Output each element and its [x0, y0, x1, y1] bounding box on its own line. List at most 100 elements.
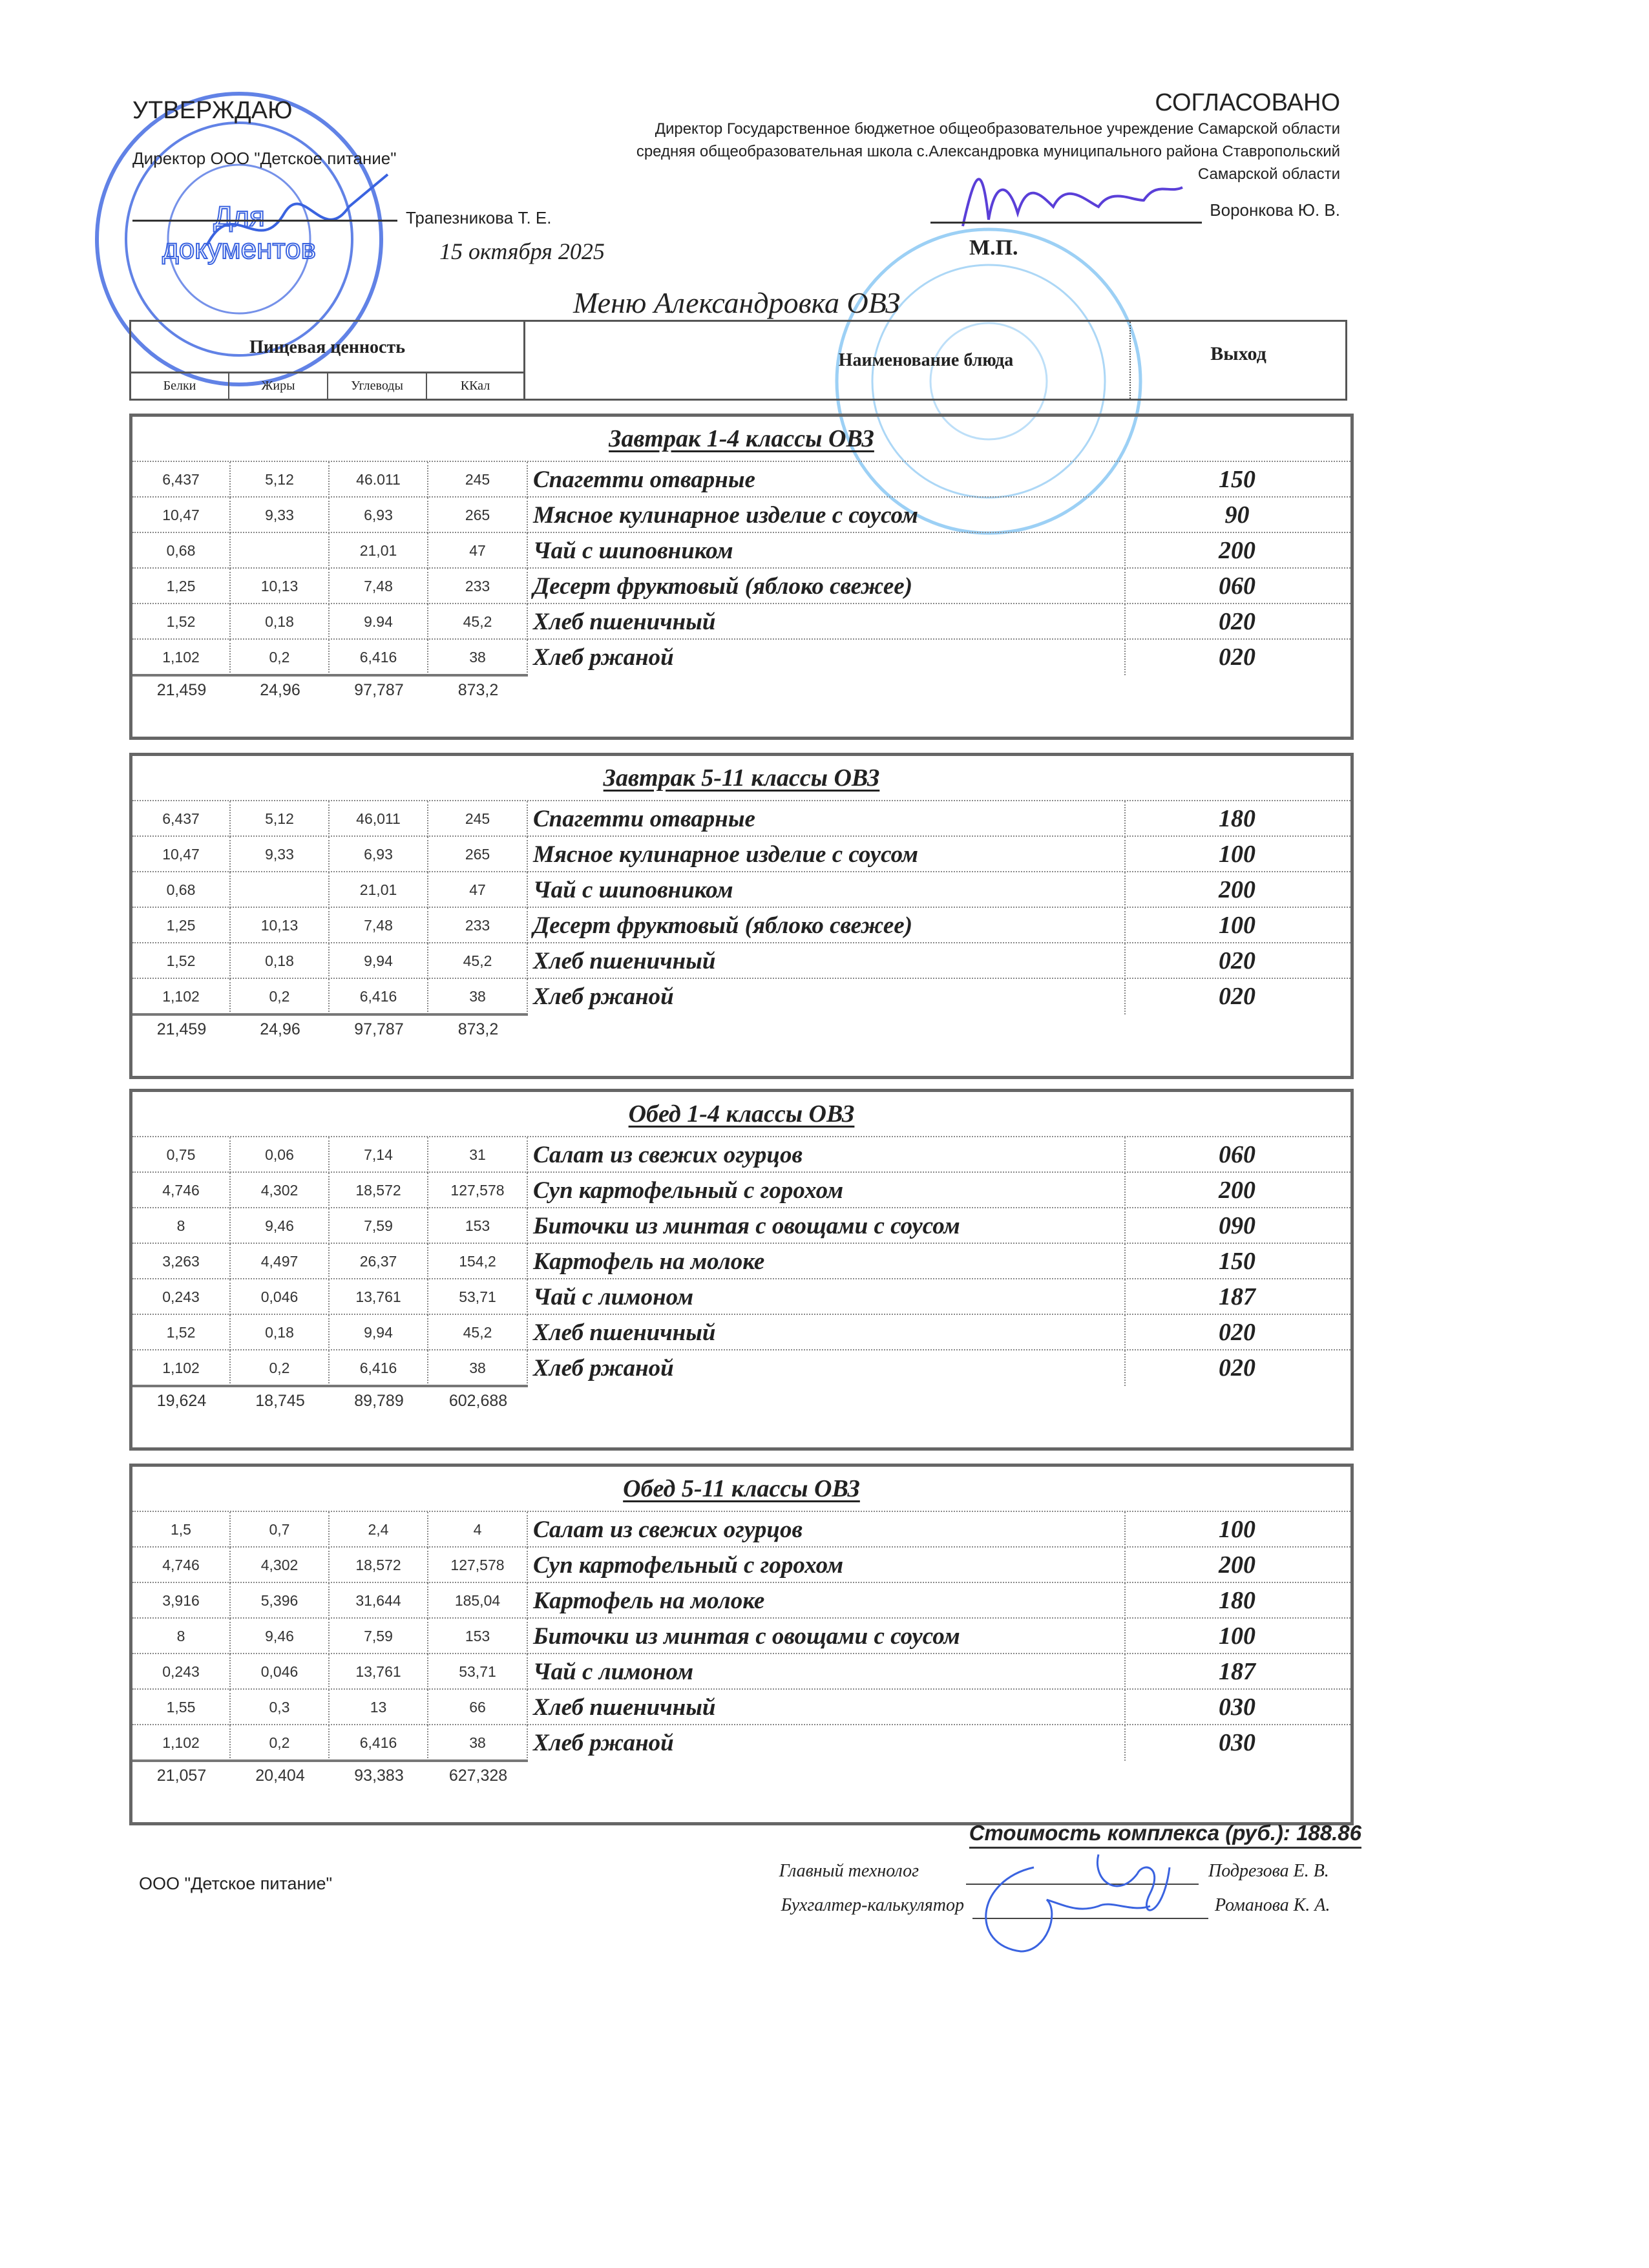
cell-carbs: 13,761 — [330, 1654, 428, 1690]
cell-protein: 0,75 — [132, 1137, 231, 1173]
cell-kcal: 233 — [428, 908, 528, 943]
cell-dish: Хлеб ржаной — [528, 1350, 1126, 1386]
cell-protein: 6,437 — [132, 801, 231, 837]
signer-name-technologist: Подрезова Е. В. — [1208, 1861, 1329, 1881]
nutrition-header: Пищевая ценность — [131, 322, 525, 373]
cell-kcal: 38 — [428, 979, 528, 1014]
cell-dish: Биточки из минтая с овощами с соусом — [528, 1619, 1126, 1654]
cell-carbs: 9.94 — [330, 604, 428, 640]
cell-kcal: 245 — [428, 462, 528, 498]
total-fat: 18,745 — [255, 1392, 305, 1410]
cell-fat: 5,396 — [231, 1583, 330, 1619]
cell-carbs: 7,48 — [330, 569, 428, 604]
cell-carbs: 31,644 — [330, 1583, 428, 1619]
cell-protein: 1,5 — [132, 1512, 231, 1548]
cell-fat: 0,2 — [231, 1725, 330, 1761]
cell-kcal: 47 — [428, 533, 528, 569]
table-row: 3,916 5,396 31,644 185,04 Картофель на молок… — [132, 1582, 1350, 1619]
cell-carbs: 13 — [330, 1690, 428, 1725]
col-header-output: Выход — [1129, 322, 1346, 399]
total-fat: 24,96 — [260, 1020, 300, 1038]
cell-kcal: 245 — [428, 801, 528, 837]
cell-output: 187 — [1219, 1283, 1255, 1310]
cell-output: 187 — [1219, 1658, 1255, 1685]
table-row: 1,52 0,18 9,94 45,2 Хлеб пшеничный 020 — [132, 1314, 1350, 1350]
cell-output: 020 — [1219, 947, 1255, 974]
cell-output: 100 — [1219, 912, 1255, 939]
cell-carbs: 7,59 — [330, 1619, 428, 1654]
table-row: 4,746 4,302 18,572 127,578 Суп картофельный … — [132, 1546, 1350, 1583]
cell-protein: 1,25 — [132, 569, 231, 604]
total-protein: 21,057 — [156, 1767, 207, 1785]
total-protein: 21,459 — [156, 681, 207, 699]
cell-dish: Хлеб пшеничный — [528, 943, 1126, 979]
cell-output: 100 — [1219, 1516, 1255, 1543]
cell-protein: 6,437 — [132, 462, 231, 498]
table-row: 0,243 0,046 13,761 53,71 Чай с лимоном 187 — [132, 1278, 1350, 1315]
cell-dish: Мясное кулинарное изделие с соусом — [528, 498, 1126, 533]
cell-kcal: 185,04 — [428, 1583, 528, 1619]
cell-kcal: 53,71 — [428, 1279, 528, 1315]
cell-fat: 0,2 — [231, 979, 330, 1014]
cell-carbs: 6,416 — [330, 640, 428, 675]
totals-row: 21,459 24,96 97,787 873,2 — [132, 674, 528, 709]
cell-protein: 1,102 — [132, 979, 231, 1014]
cell-carbs: 6,416 — [330, 1350, 428, 1386]
cell-fat: 4,302 — [231, 1548, 330, 1583]
cell-dish: Салат из свежих огурцов — [528, 1137, 1126, 1173]
signer-name-accountant: Романова К. А. — [1215, 1895, 1330, 1915]
cell-output: 020 — [1219, 1354, 1255, 1381]
cell-dish: Чай с шиповником — [528, 872, 1126, 908]
section-title: Завтрак 5-11 классы ОВЗ — [132, 764, 1350, 792]
cell-protein: 1,52 — [132, 943, 231, 979]
cell-fat: 10,13 — [231, 908, 330, 943]
cell-fat: 0,18 — [231, 943, 330, 979]
cell-protein: 8 — [132, 1208, 231, 1244]
cell-protein: 0,68 — [132, 533, 231, 569]
cell-fat: 9,46 — [231, 1208, 330, 1244]
signature-line — [966, 1884, 1199, 1885]
approval-name: Трапезникова Т. Е. — [406, 208, 552, 227]
company-name: ООО "Детское питание" — [139, 1874, 333, 1893]
table-row: 1,102 0,2 6,416 38 Хлеб ржаной 020 — [132, 978, 1350, 1014]
total-kcal: 627,328 — [448, 1767, 508, 1785]
cell-fat: 5,12 — [231, 801, 330, 837]
section-title: Обед 5-11 классы ОВЗ — [132, 1475, 1350, 1503]
cell-protein: 1,25 — [132, 908, 231, 943]
table-row: 1,5 0,7 2,4 4 Салат из свежих огурцов 100 — [132, 1511, 1350, 1548]
section-title: Завтрак 1-4 классы ОВЗ — [132, 425, 1350, 453]
menu-section: Завтрак 1-4 классы ОВЗ 6,437 5,12 46.011 245… — [129, 414, 1354, 740]
total-protein: 21,459 — [156, 1020, 207, 1038]
cell-carbs: 7,59 — [330, 1208, 428, 1244]
cell-kcal: 153 — [428, 1619, 528, 1654]
cell-output: 060 — [1219, 572, 1255, 600]
cell-dish: Картофель на молоке — [528, 1244, 1126, 1279]
cell-kcal: 127,578 — [428, 1173, 528, 1208]
cell-dish: Хлеб ржаной — [528, 640, 1126, 675]
cell-output: 180 — [1219, 805, 1255, 832]
cell-kcal: 45,2 — [428, 943, 528, 979]
cell-carbs: 26,37 — [330, 1244, 428, 1279]
total-carbs: 97,787 — [354, 1020, 404, 1038]
cell-fat: 0,7 — [231, 1512, 330, 1548]
cell-fat: 5,12 — [231, 462, 330, 498]
col-header-carbs: Углеводы — [328, 373, 427, 399]
cell-fat: 9,33 — [231, 498, 330, 533]
cell-carbs: 46.011 — [330, 462, 428, 498]
cell-carbs: 13,761 — [330, 1279, 428, 1315]
cell-output: 200 — [1219, 537, 1255, 564]
cell-dish: Чай с шиповником — [528, 533, 1126, 569]
cell-fat: 0,3 — [231, 1690, 330, 1725]
cell-protein: 0,68 — [132, 872, 231, 908]
table-row: 1,55 0,3 13 66 Хлеб пшеничный 030 — [132, 1688, 1350, 1725]
cell-output: 100 — [1219, 841, 1255, 868]
director-signature — [961, 178, 1183, 227]
approval-date: 15 октября 2025 — [439, 238, 605, 264]
cell-output: 030 — [1219, 1694, 1255, 1721]
approval-signature-line — [132, 220, 397, 222]
table-row: 0,75 0,06 7,14 31 Салат из свежих огурцов 060 — [132, 1136, 1350, 1173]
cell-dish: Спагетти отварные — [528, 801, 1126, 837]
cell-output: 030 — [1219, 1729, 1255, 1756]
cell-kcal: 233 — [428, 569, 528, 604]
table-row: 8 9,46 7,59 153 Биточки из минтая с овощами … — [132, 1207, 1350, 1244]
